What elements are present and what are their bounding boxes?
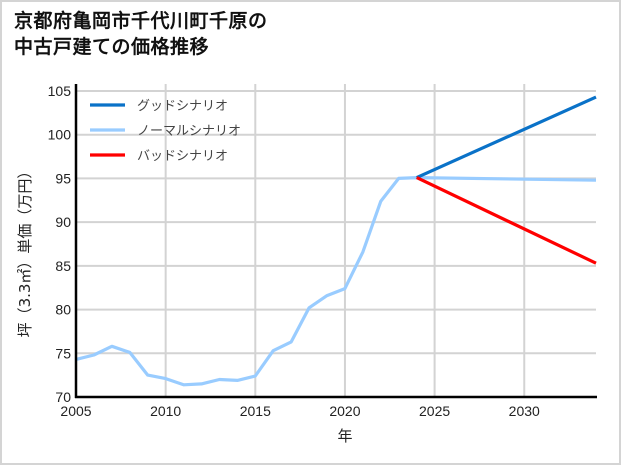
- y-tick-label: 95: [55, 170, 71, 186]
- series-line-0: [416, 95, 597, 180]
- y-tick-label: 100: [48, 127, 72, 143]
- legend-label: ノーマルシナリオ: [137, 124, 241, 139]
- x-tick-label: 2025: [419, 403, 450, 419]
- x-tick-label: 2015: [240, 403, 271, 419]
- y-axis-label: 坪（3.3㎡）単価（万円）: [16, 164, 34, 338]
- axes: [74, 84, 597, 399]
- chart-title-line2: 中古戸建ての価格推移: [14, 36, 210, 58]
- y-tick-label: 90: [55, 214, 71, 230]
- chart-title-line1: 京都府亀岡市千代川町千原の: [14, 10, 268, 32]
- legend-label: バッドシナリオ: [137, 149, 228, 164]
- y-tick-labels: 70 75 80 85 90 95 100 105: [48, 83, 72, 405]
- x-tick-labels: 2005 2010 2015 2020 2025 2030: [60, 403, 540, 419]
- y-tick-label: 105: [48, 83, 72, 99]
- legend-label: グッドシナリオ: [137, 99, 228, 114]
- chart-title: 京都府亀岡市千代川町千原の 中古戸建ての価格推移: [14, 8, 268, 60]
- y-tick-label: 85: [55, 258, 71, 274]
- x-tick-label: 2005: [60, 403, 91, 419]
- series-lines: [75, 95, 597, 387]
- series-line-1: [75, 176, 597, 387]
- x-axis-label: 年: [337, 427, 352, 445]
- y-tick-label: 75: [55, 345, 71, 361]
- series-line-2: [416, 176, 597, 265]
- y-tick-label: 70: [55, 389, 71, 405]
- x-tick-label: 2010: [150, 403, 181, 419]
- x-tick-label: 2020: [329, 403, 360, 419]
- y-tick-label: 80: [55, 302, 71, 318]
- x-tick-label: 2030: [509, 403, 540, 419]
